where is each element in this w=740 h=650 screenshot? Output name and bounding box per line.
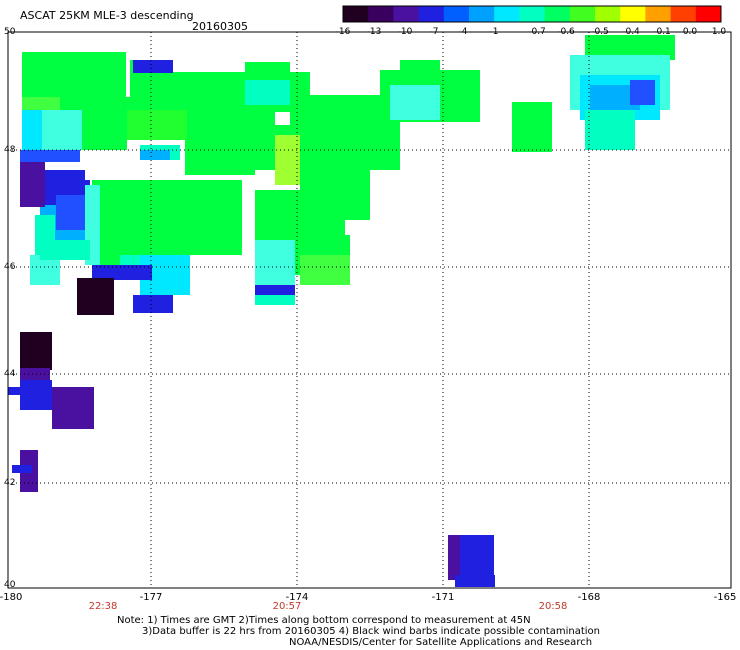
map-title: ASCAT 25KM MLE-3 descending: [20, 9, 194, 22]
swath-cell: [133, 295, 173, 313]
colorbar-tick: -13: [366, 27, 382, 37]
swath-cell: [255, 190, 345, 235]
pass-time: 20:57: [272, 601, 302, 612]
colorbar-tick: -1: [489, 27, 499, 37]
swath-data-cells: [8, 35, 675, 587]
colorbar-tick: -7: [429, 27, 439, 37]
note-line-1: Note: 1) Times are GMT 2)Times along bot…: [117, 615, 531, 626]
colorbar-segment: [544, 6, 571, 22]
swath-cell: [20, 380, 52, 410]
colorbar-segment: [519, 6, 546, 22]
colorbar-segment: [569, 6, 596, 22]
lon-label: -180: [0, 592, 23, 603]
swath-cell: [255, 285, 295, 295]
lat-label: 46: [4, 262, 16, 272]
swath-cell: [45, 170, 85, 195]
colorbar-tick: 0.0: [682, 27, 698, 37]
note-line-2: 3)Data buffer is 22 hrs from 20160305 4)…: [142, 626, 600, 637]
colorbar: [342, 5, 722, 23]
colorbar-segment: [469, 6, 495, 22]
swath-cell: [40, 240, 90, 260]
colorbar-tick: -0.1: [653, 27, 671, 37]
swath-cell: [8, 387, 23, 395]
colorbar-segment: [393, 6, 420, 22]
swath-cell: [77, 278, 114, 315]
swath-cell: [400, 60, 440, 75]
colorbar-frame: [342, 5, 722, 23]
pass-time: 20:58: [538, 601, 568, 612]
colorbar-segment: [443, 6, 470, 22]
lat-lon-grid: [8, 32, 731, 588]
map-date: 20160305: [192, 20, 248, 33]
lon-label: -168: [577, 592, 601, 603]
swath-cell: [12, 465, 32, 473]
colorbar-segment: [620, 6, 646, 22]
colorbar-segment: [645, 6, 672, 22]
swath-cell: [92, 265, 152, 280]
lat-label: 50: [4, 27, 16, 37]
swath-cell: [127, 110, 187, 140]
lat-label: 42: [4, 478, 16, 488]
note-line-3: NOAA/NESDIS/Center for Satellite Applica…: [289, 637, 593, 648]
colorbar-segment: [670, 6, 697, 22]
swath-cell: [22, 52, 126, 97]
colorbar-tick: -0.6: [557, 27, 575, 37]
swath-cell: [20, 150, 80, 162]
colorbar-segment: [418, 6, 445, 22]
colorbar-segment: [695, 6, 722, 22]
swath-cell: [300, 255, 350, 285]
plot-frame: [7, 31, 732, 589]
lon-label: -165: [713, 592, 737, 603]
swath-cell: [290, 72, 310, 102]
swath-cell: [275, 135, 300, 185]
colorbar-tick: 1.0: [711, 27, 727, 37]
pass-time: 22:38: [88, 601, 118, 612]
swath-cell: [20, 162, 45, 207]
colorbar-tick: -0.7: [528, 27, 546, 37]
lon-label: -177: [139, 592, 163, 603]
swath-cell: [255, 240, 295, 285]
colorbar-segment: [343, 6, 369, 22]
swath-cell: [630, 80, 655, 105]
colorbar-segment: [494, 6, 520, 22]
swath-cell: [82, 110, 127, 150]
swath-cell: [22, 110, 42, 150]
swath-cell: [448, 535, 460, 580]
lon-label: -171: [431, 592, 455, 603]
colorbar-tick: -10: [397, 27, 413, 37]
swath-cell: [20, 332, 52, 370]
lat-label: 40: [4, 580, 16, 590]
swath-cell: [52, 387, 94, 429]
swath-cell: [42, 110, 82, 150]
swath-cell: [390, 85, 440, 120]
lon-label: -174: [285, 592, 309, 603]
swath-cell: [512, 102, 552, 152]
swath-cell: [56, 190, 86, 230]
swath-cell: [133, 60, 173, 73]
swath-cell: [92, 180, 242, 255]
swath-cell: [133, 73, 173, 87]
swath-cell: [455, 575, 495, 587]
lat-label: 44: [4, 369, 16, 379]
colorbar-tick: -0.4: [622, 27, 640, 37]
colorbar-tick: -16: [335, 27, 351, 37]
swath-cell: [585, 110, 635, 150]
lat-label: 48: [4, 145, 16, 155]
swath-cell: [140, 150, 170, 160]
swath-cell: [255, 295, 295, 305]
colorbar-tick: -4: [458, 27, 468, 37]
colorbar-tick: -0.5: [591, 27, 609, 37]
colorbar-segment: [595, 6, 621, 22]
colorbar-segment: [368, 6, 394, 22]
